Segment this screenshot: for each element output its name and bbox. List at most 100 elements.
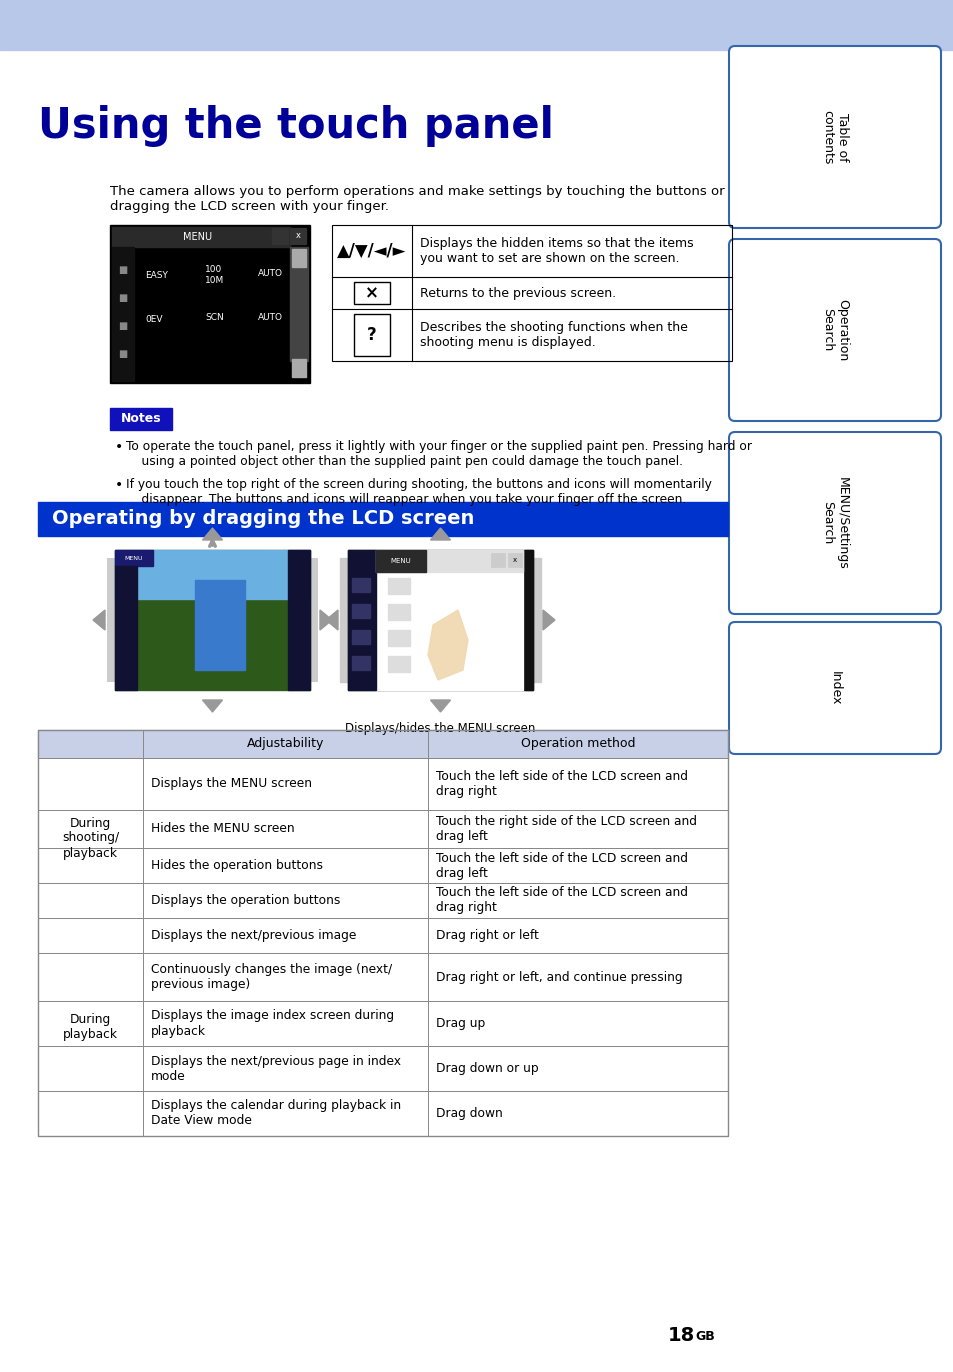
Text: Using the touch panel: Using the touch panel xyxy=(38,106,554,147)
Text: MENU: MENU xyxy=(390,558,411,564)
Text: Displays the calendar during playback in
Date View mode: Displays the calendar during playback in… xyxy=(151,1099,400,1128)
Bar xyxy=(115,567,137,690)
Bar xyxy=(491,553,504,567)
Bar xyxy=(352,630,370,643)
Text: If you touch the top right of the screen during shooting, the buttons and icons : If you touch the top right of the screen… xyxy=(126,477,711,506)
Text: x: x xyxy=(295,232,300,240)
Polygon shape xyxy=(92,611,105,630)
Text: Hides the MENU screen: Hides the MENU screen xyxy=(151,822,294,836)
Bar xyxy=(38,1045,727,1091)
Text: Touch the right side of the LCD screen and
drag left: Touch the right side of the LCD screen a… xyxy=(436,815,697,842)
Text: ■: ■ xyxy=(118,294,128,303)
FancyBboxPatch shape xyxy=(728,622,940,755)
Text: Drag right or left: Drag right or left xyxy=(436,929,538,943)
Text: ▲/▼/◄/►: ▲/▼/◄/► xyxy=(337,241,406,261)
Bar xyxy=(332,225,731,361)
Bar xyxy=(290,247,308,361)
Text: During
playback: During playback xyxy=(63,1013,118,1041)
Bar xyxy=(388,604,410,620)
Polygon shape xyxy=(319,611,332,630)
FancyBboxPatch shape xyxy=(728,47,940,228)
Bar xyxy=(110,407,172,429)
Bar xyxy=(507,553,521,567)
Text: Displays the image index screen during
playback: Displays the image index screen during p… xyxy=(151,1010,394,1037)
Polygon shape xyxy=(542,611,555,630)
Bar xyxy=(288,550,310,690)
Bar xyxy=(292,359,306,377)
Text: Adjustability: Adjustability xyxy=(247,738,324,750)
Bar xyxy=(38,884,727,918)
Text: Displays/hides the MENU screen: Displays/hides the MENU screen xyxy=(345,722,536,735)
Bar xyxy=(38,730,727,757)
Text: Displays the operation buttons: Displays the operation buttons xyxy=(151,895,340,907)
Polygon shape xyxy=(430,528,450,541)
Text: Touch the left side of the LCD screen and
drag right: Touch the left side of the LCD screen an… xyxy=(436,886,687,915)
Text: MENU: MENU xyxy=(183,232,213,241)
Text: Operation method: Operation method xyxy=(520,738,635,750)
Text: Hides the operation buttons: Hides the operation buttons xyxy=(151,859,323,873)
Bar xyxy=(352,578,370,591)
Polygon shape xyxy=(202,528,222,541)
Bar xyxy=(272,228,288,244)
Text: GB: GB xyxy=(695,1329,714,1343)
Bar xyxy=(354,314,390,355)
Bar xyxy=(352,604,370,617)
Bar xyxy=(375,550,522,572)
Text: Displays the next/previous image: Displays the next/previous image xyxy=(151,929,356,943)
Text: Drag down or up: Drag down or up xyxy=(436,1062,538,1076)
Bar xyxy=(0,0,953,49)
Polygon shape xyxy=(430,700,450,712)
Bar xyxy=(38,502,727,536)
Bar xyxy=(38,730,727,757)
Text: Operation
Search: Operation Search xyxy=(821,299,848,361)
FancyBboxPatch shape xyxy=(728,239,940,421)
Text: Describes the shooting functions when the
shooting menu is displayed.: Describes the shooting functions when th… xyxy=(419,321,687,348)
Text: Drag right or left, and continue pressing: Drag right or left, and continue pressin… xyxy=(436,970,682,984)
Text: Displays the next/previous page in index
mode: Displays the next/previous page in index… xyxy=(151,1055,400,1083)
Text: AUTO: AUTO xyxy=(257,313,283,322)
Text: To operate the touch panel, press it lightly with your finger or the supplied pa: To operate the touch panel, press it lig… xyxy=(126,440,751,468)
Bar xyxy=(388,656,410,672)
Bar xyxy=(38,1002,727,1045)
Text: Index: Index xyxy=(827,671,841,705)
Text: The camera allows you to perform operations and make settings by touching the bu: The camera allows you to perform operati… xyxy=(110,185,724,213)
Text: Continuously changes the image (next/
previous image): Continuously changes the image (next/ pr… xyxy=(151,963,392,991)
Bar xyxy=(388,630,410,646)
Bar xyxy=(38,809,727,848)
Text: 18: 18 xyxy=(667,1325,695,1345)
Bar xyxy=(290,228,306,244)
Bar xyxy=(38,954,727,1002)
Text: ■: ■ xyxy=(118,321,128,331)
Bar xyxy=(354,283,390,305)
FancyBboxPatch shape xyxy=(728,432,940,615)
Bar xyxy=(115,550,310,600)
Bar xyxy=(38,848,727,884)
Text: AUTO: AUTO xyxy=(257,269,283,277)
Polygon shape xyxy=(428,611,468,681)
Bar xyxy=(339,558,540,682)
Bar xyxy=(352,656,370,670)
Text: 100
10M: 100 10M xyxy=(205,265,224,285)
Text: Table of
contents: Table of contents xyxy=(821,110,848,165)
Text: Returns to the previous screen.: Returns to the previous screen. xyxy=(419,287,616,299)
Text: Drag up: Drag up xyxy=(436,1017,485,1030)
Text: ■: ■ xyxy=(118,348,128,359)
Text: Displays the hidden items so that the items
you want to set are shown on the scr: Displays the hidden items so that the it… xyxy=(419,237,693,265)
Text: ×: × xyxy=(365,284,378,302)
Text: Touch the left side of the LCD screen and
drag right: Touch the left side of the LCD screen an… xyxy=(436,770,687,799)
Bar xyxy=(524,550,533,690)
Bar xyxy=(115,550,310,690)
Text: Notes: Notes xyxy=(121,413,161,425)
Text: 0EV: 0EV xyxy=(145,316,162,325)
Bar xyxy=(38,730,727,1136)
Bar xyxy=(375,550,522,690)
Text: MENU/Settings
Search: MENU/Settings Search xyxy=(821,476,848,569)
Bar xyxy=(107,558,317,682)
Text: Touch the left side of the LCD screen and
drag left: Touch the left side of the LCD screen an… xyxy=(436,852,687,879)
Bar xyxy=(375,550,426,572)
Bar xyxy=(38,757,727,809)
Bar xyxy=(292,248,306,268)
Text: SCN: SCN xyxy=(205,313,224,322)
Bar xyxy=(110,225,310,383)
Text: •: • xyxy=(115,477,123,493)
